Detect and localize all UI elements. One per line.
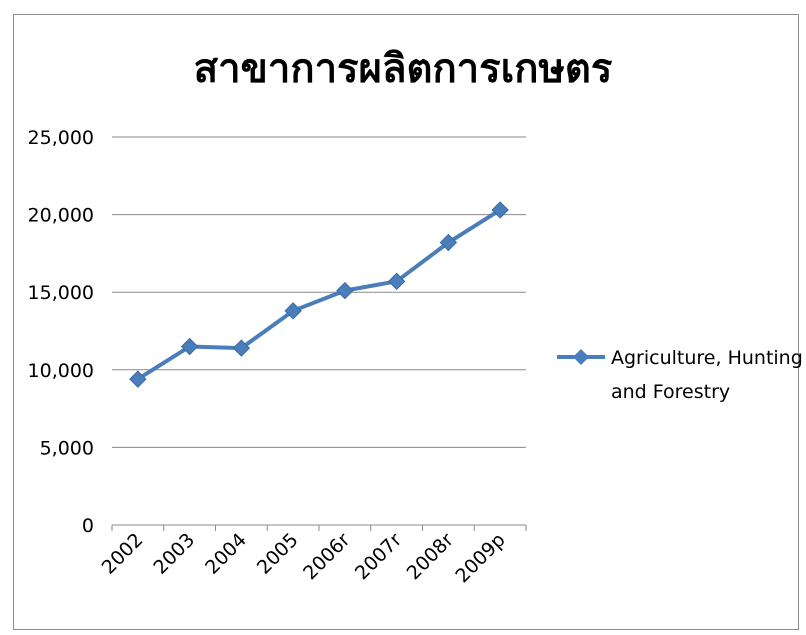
axes [111, 524, 527, 531]
y-tick-label: 15,000 [28, 282, 94, 304]
x-tick-label: 2006r [299, 529, 354, 584]
legend-marker-swatch [573, 349, 589, 365]
x-tick-label: 2008r [403, 529, 458, 584]
x-tick-label: 2002 [98, 529, 148, 579]
chart-frame [13, 14, 799, 630]
data-point-marker [129, 370, 147, 388]
x-tick-label: 2005 [253, 529, 303, 579]
data-point-marker [387, 272, 406, 291]
legend: Agriculture, Hunting and Forestry [557, 347, 803, 403]
y-tick-label: 5,000 [40, 437, 94, 459]
y-tick-label: 20,000 [28, 205, 94, 227]
data-point-marker [180, 337, 199, 356]
y-tick-label: 0 [82, 515, 94, 537]
chart-title: สาขาการผลิตการเกษตร [193, 46, 613, 92]
x-tick-label: 2009p [451, 529, 509, 587]
series [129, 201, 509, 388]
data-point-marker [232, 339, 251, 357]
y-axis-ticks: 0 5,000 10,000 15,000 20,000 25,000 [28, 127, 94, 537]
x-tick-label: 2004 [201, 529, 251, 579]
data-point-marker [336, 281, 354, 300]
data-point-marker [491, 201, 509, 219]
y-tick-label: 25,000 [28, 127, 94, 149]
x-tick-label: 2007r [351, 529, 406, 584]
x-tick-label: 2003 [149, 529, 199, 579]
data-point-marker [284, 302, 302, 320]
gridlines [112, 136, 526, 448]
series-line [136, 208, 502, 381]
legend-label: Agriculture, Hunting and Forestry [611, 347, 803, 403]
data-point-marker [439, 233, 458, 252]
y-tick-label: 10,000 [28, 360, 94, 382]
